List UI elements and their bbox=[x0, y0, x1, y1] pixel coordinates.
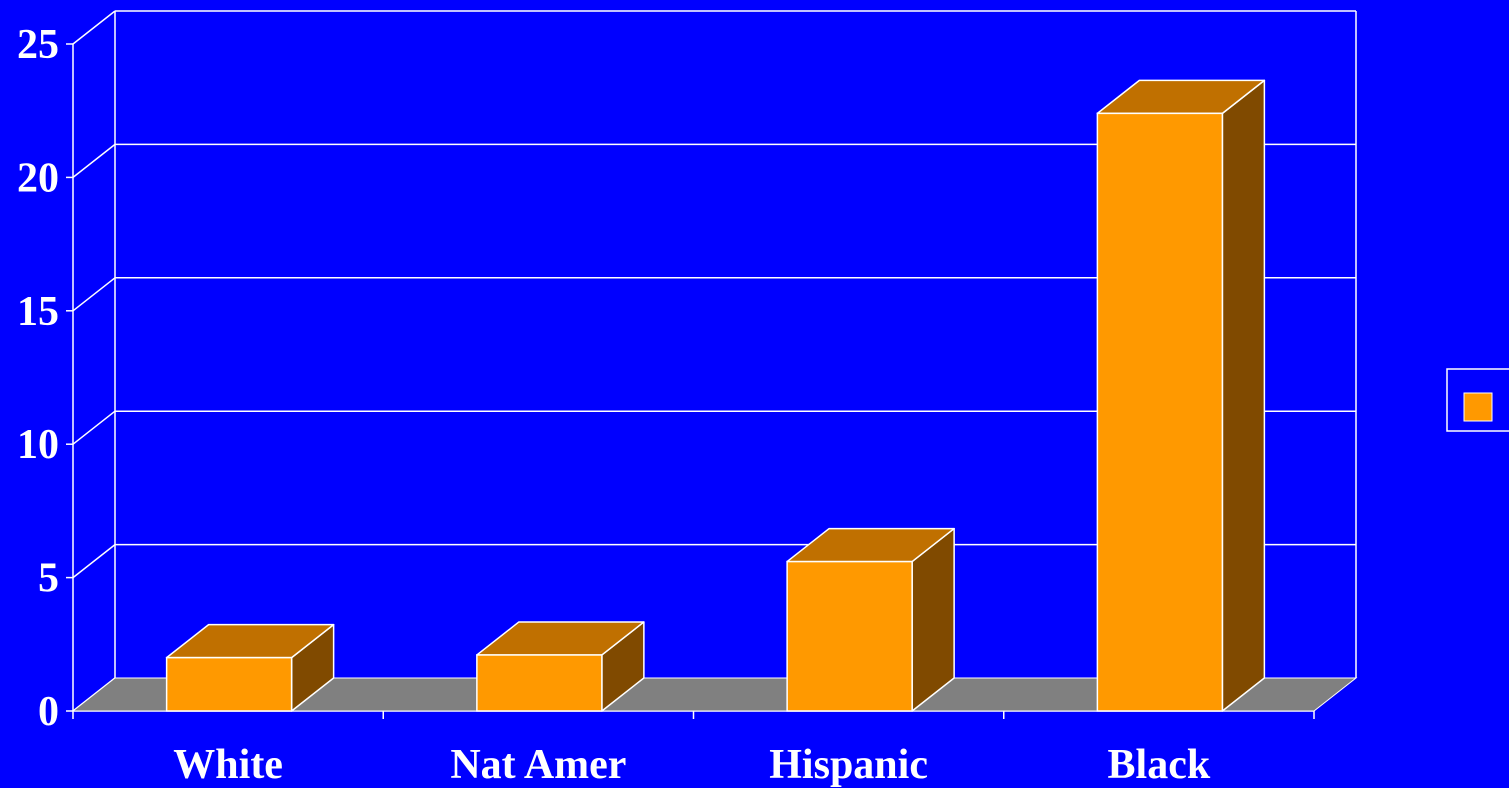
y-depth-tick bbox=[72, 410, 116, 445]
y-depth-tick bbox=[72, 544, 116, 579]
y-tick-label: 0 bbox=[38, 689, 59, 735]
y-tick-label: 25 bbox=[17, 22, 59, 68]
y-tick-label: 15 bbox=[17, 289, 59, 335]
y-tick-label: 5 bbox=[38, 556, 59, 602]
x-category-label: Black bbox=[1108, 742, 1211, 788]
bar bbox=[786, 560, 913, 712]
y-tick-label: 20 bbox=[17, 155, 59, 201]
bars bbox=[165, 79, 1266, 712]
legend-swatch bbox=[1463, 392, 1493, 422]
bar bbox=[476, 654, 603, 712]
bar bbox=[165, 656, 293, 712]
gridlines bbox=[114, 10, 1357, 678]
bar-side bbox=[1221, 79, 1266, 712]
x-category-label: Nat Amer bbox=[450, 742, 626, 788]
bar bbox=[1096, 112, 1224, 712]
legend bbox=[1446, 368, 1509, 432]
y-depth-tick bbox=[72, 10, 116, 45]
y-tick-label: 10 bbox=[17, 422, 59, 468]
legend-box bbox=[1446, 368, 1509, 432]
y-depth-tick bbox=[72, 143, 116, 178]
x-category-label: Hispanic bbox=[769, 742, 928, 788]
y-depth-tick bbox=[72, 277, 116, 312]
x-category-label: White bbox=[173, 742, 283, 788]
labels: 0 5 10 15 20 25 White Nat Amer Hispanic Black bbox=[17, 22, 1211, 788]
